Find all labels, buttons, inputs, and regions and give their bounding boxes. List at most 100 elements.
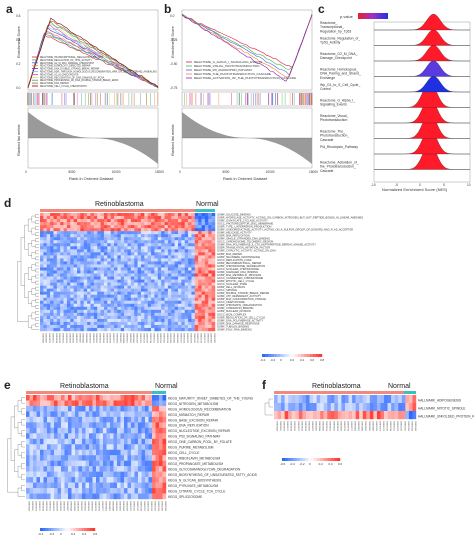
heatmap-cell — [73, 222, 78, 226]
heatmap-cell — [60, 318, 64, 323]
heatmap-cell — [68, 477, 72, 483]
heatmap-cell — [114, 234, 118, 238]
heatmap-cell — [107, 291, 111, 295]
heatmap-cell — [171, 234, 175, 238]
heatmap-cell — [70, 309, 74, 314]
heatmap-cell — [124, 405, 128, 412]
heatmap-cell — [171, 270, 175, 274]
heatmap-cell — [144, 300, 148, 304]
heatmap-cell — [201, 261, 206, 265]
heatmap-cell — [145, 405, 149, 412]
heatmap-cell — [144, 255, 148, 259]
heatmap-cell — [73, 285, 78, 289]
heatmap-cell — [188, 288, 192, 292]
xtick-label: 10 — [467, 183, 471, 187]
dendrogram-branch — [35, 244, 39, 248]
heatmap-cell — [177, 255, 182, 259]
heatmap-cell — [162, 416, 167, 423]
heatmap-cell — [106, 488, 111, 494]
heatmap-cell — [80, 234, 84, 238]
heatmap-cell — [120, 246, 125, 250]
heatmap-cell — [90, 246, 95, 250]
heatmap-cell — [208, 219, 212, 223]
heatmap-cell — [134, 488, 139, 494]
heatmap-cell — [53, 213, 58, 217]
heatmap-cell — [204, 249, 209, 253]
heatmap-row-label: GOMF_GLUCOSE_BINDING — [217, 212, 251, 216]
heatmap-cell — [46, 234, 51, 238]
heatmap-cell — [64, 416, 69, 423]
heatmap-cell — [130, 291, 135, 295]
heatmap-cell — [117, 444, 121, 450]
heatmap-cell — [130, 243, 135, 247]
heatmap-cell — [194, 228, 199, 232]
heatmap-cell — [117, 219, 121, 223]
heatmap-cell — [144, 309, 148, 314]
heatmap-cell — [80, 222, 84, 226]
heatmap-cell — [97, 267, 101, 271]
heatmap-cell — [155, 471, 160, 478]
color-scale-segment — [311, 458, 315, 461]
heatmap-cell — [151, 273, 155, 277]
heatmap-cell — [50, 300, 54, 304]
heatmap-cell — [171, 309, 175, 314]
heatmap-cell — [204, 285, 209, 289]
heatmap-cell — [124, 416, 128, 423]
heatmap-cell — [191, 270, 196, 274]
heatmap-cell — [120, 433, 125, 439]
heatmap-cell — [33, 466, 37, 472]
heatmap-cell — [124, 482, 128, 489]
heatmap-cell — [83, 312, 88, 317]
heatmap-cell — [154, 264, 158, 268]
heatmap-col-label: GSM561554 — [183, 333, 185, 343]
heatmap-cell — [145, 477, 149, 483]
heatmap-cell — [103, 246, 108, 250]
heatmap-cell — [188, 237, 192, 241]
heatmap-cell — [124, 288, 128, 292]
heatmap-cell — [43, 321, 47, 326]
heatmap-cell — [120, 488, 125, 494]
heatmap-cell — [174, 249, 179, 253]
heatmap-cell — [47, 444, 51, 450]
dendrogram-branch — [24, 273, 29, 298]
dendrogram-branch — [264, 402, 273, 416]
heatmap-cell — [151, 312, 155, 317]
heatmap-cell — [201, 309, 206, 314]
heatmap-cell — [137, 294, 142, 298]
heatmap-cell — [174, 297, 179, 301]
heatmap-cell — [61, 416, 65, 423]
heatmap-cell — [36, 433, 41, 439]
heatmap-cell — [47, 411, 51, 418]
heatmap-cell — [89, 395, 93, 401]
heatmap-cell — [66, 312, 71, 317]
heatmap-cell — [151, 258, 155, 262]
heatmap-cell — [154, 252, 158, 256]
heatmap-col-label: GSM560703 — [94, 501, 96, 511]
heatmap-col-label: GSM561406 — [160, 501, 162, 511]
heatmap-row-label: GOMF_CHROMATIN_BINDING — [217, 306, 254, 310]
heatmap-cell — [147, 270, 152, 274]
heatmap-cell — [181, 288, 185, 292]
heatmap-cell — [181, 312, 185, 317]
heatmap-cell — [211, 315, 216, 320]
heatmap-cell — [50, 477, 55, 483]
heatmap-row-label: GOBP_MITOTIC_CELL_CYCLE — [217, 279, 254, 283]
heatmap-cell — [36, 477, 41, 483]
heatmap-cell — [107, 318, 111, 323]
heatmap-cell — [120, 482, 125, 489]
heatmap-cell — [211, 270, 216, 274]
heatmap-cell — [60, 246, 64, 250]
heatmap-cell — [131, 493, 135, 500]
heatmap-cell — [113, 422, 118, 429]
heatmap-cell — [83, 231, 88, 235]
heatmap-cell — [151, 243, 155, 247]
heatmap-cell — [83, 306, 88, 311]
heatmap-cell — [152, 405, 156, 412]
heatmap-cell — [208, 285, 212, 289]
heatmap-cell — [92, 488, 97, 494]
heatmap-cell — [75, 405, 79, 412]
heatmap-cell — [87, 237, 91, 241]
heatmap-cell — [56, 273, 61, 277]
heatmap-cell — [66, 228, 71, 232]
heatmap-cell — [60, 327, 64, 332]
